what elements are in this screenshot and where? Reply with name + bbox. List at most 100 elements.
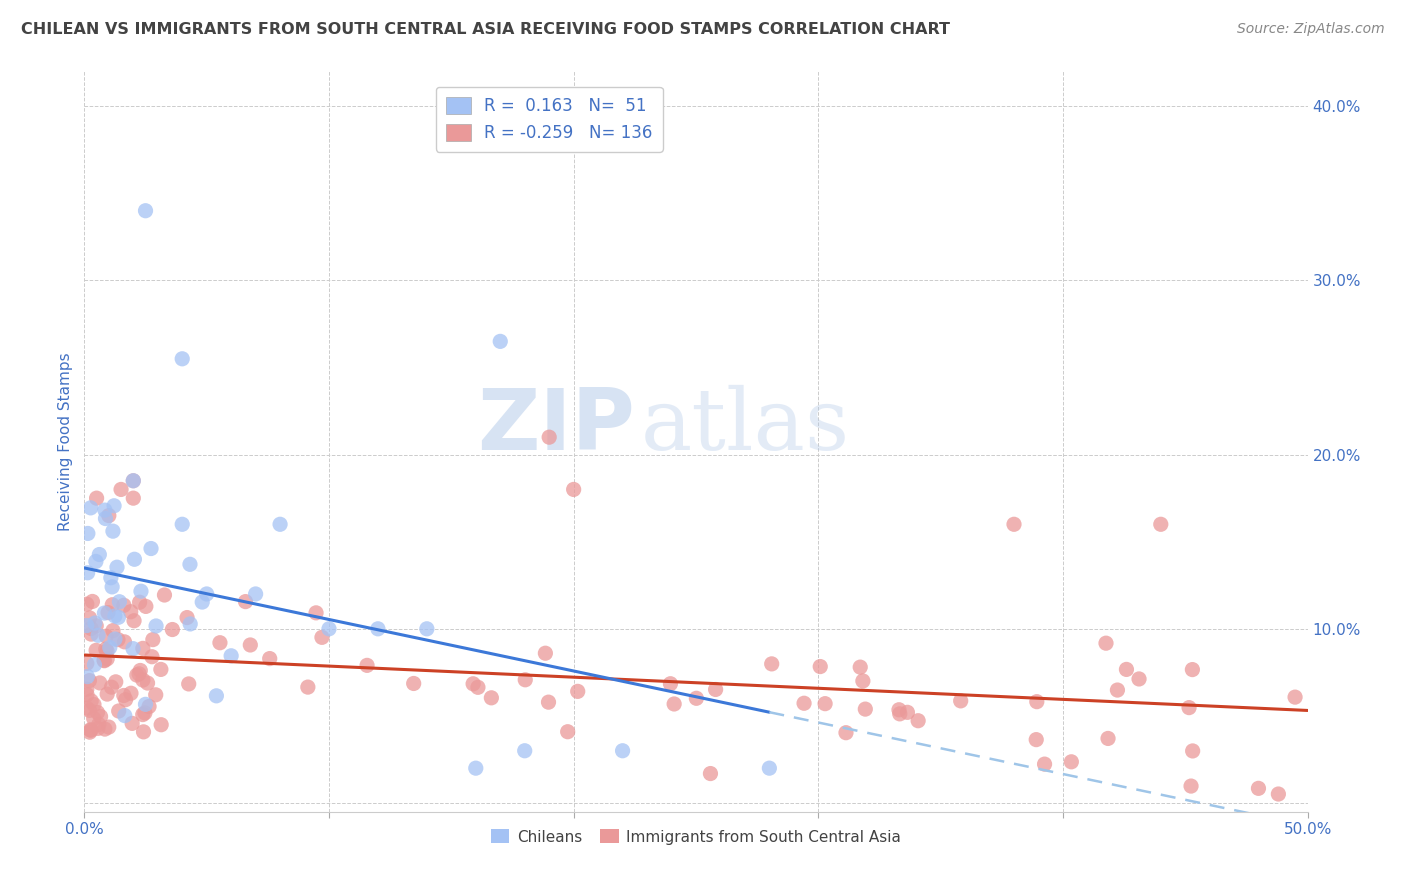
Point — [79, 500, 101, 515]
Point — [76, 618, 98, 632]
Point — [538, 430, 561, 444]
Point — [121, 716, 143, 731]
Point — [808, 659, 831, 673]
Point — [907, 714, 929, 728]
Point — [104, 632, 127, 646]
Point — [172, 351, 194, 366]
Point — [305, 606, 328, 620]
Point — [136, 676, 159, 690]
Point — [195, 587, 218, 601]
Point — [149, 662, 172, 676]
Point — [814, 697, 837, 711]
Point — [107, 632, 129, 647]
Point — [402, 676, 425, 690]
Text: atlas: atlas — [641, 385, 851, 468]
Point — [205, 689, 228, 703]
Point — [1150, 517, 1173, 532]
Point — [239, 638, 262, 652]
Point — [191, 595, 214, 609]
Point — [208, 636, 231, 650]
Point — [135, 599, 157, 614]
Point — [162, 623, 184, 637]
Point — [1002, 517, 1025, 532]
Point — [83, 657, 105, 672]
Point — [853, 702, 876, 716]
Point — [84, 643, 107, 657]
Point — [793, 696, 815, 710]
Point — [132, 724, 155, 739]
Point — [1284, 690, 1306, 705]
Point — [93, 606, 115, 620]
Point — [100, 571, 122, 585]
Point — [132, 641, 155, 656]
Text: Source: ZipAtlas.com: Source: ZipAtlas.com — [1237, 22, 1385, 37]
Point — [101, 580, 124, 594]
Point — [76, 566, 98, 580]
Point — [120, 686, 142, 700]
Point — [479, 690, 502, 705]
Text: CHILEAN VS IMMIGRANTS FROM SOUTH CENTRAL ASIA RECEIVING FOOD STAMPS CORRELATION : CHILEAN VS IMMIGRANTS FROM SOUTH CENTRAL… — [21, 22, 950, 37]
Point — [761, 657, 783, 671]
Point — [105, 560, 128, 574]
Point — [94, 642, 117, 657]
Point — [76, 657, 98, 671]
Point — [134, 698, 156, 712]
Point — [142, 632, 165, 647]
Point — [97, 720, 120, 734]
Point — [467, 681, 489, 695]
Point — [153, 588, 176, 602]
Point — [122, 641, 145, 656]
Point — [132, 707, 155, 722]
Point — [122, 474, 145, 488]
Point — [83, 711, 105, 725]
Point — [1267, 787, 1289, 801]
Point — [97, 508, 120, 523]
Point — [139, 541, 162, 556]
Point — [100, 680, 122, 694]
Point — [567, 684, 589, 698]
Point — [122, 491, 145, 505]
Point — [76, 597, 98, 611]
Point — [179, 558, 201, 572]
Point — [97, 606, 120, 620]
Point — [1180, 779, 1202, 793]
Point — [179, 616, 201, 631]
Point — [699, 766, 721, 780]
Point — [82, 594, 104, 608]
Point — [176, 610, 198, 624]
Point — [86, 706, 108, 720]
Point — [76, 682, 98, 697]
Point — [172, 517, 194, 532]
Point — [103, 499, 125, 513]
Point — [79, 725, 101, 739]
Point — [1097, 731, 1119, 746]
Legend: Chileans, Immigrants from South Central Asia: Chileans, Immigrants from South Central … — [484, 822, 908, 852]
Point — [129, 584, 152, 599]
Point — [84, 554, 107, 568]
Point — [120, 605, 142, 619]
Point — [87, 628, 110, 642]
Point — [79, 673, 101, 688]
Point — [134, 706, 156, 720]
Point — [758, 761, 780, 775]
Point — [685, 691, 707, 706]
Point — [259, 651, 281, 665]
Point — [89, 676, 111, 690]
Point — [101, 598, 124, 612]
Point — [96, 652, 118, 666]
Point — [513, 744, 536, 758]
Point — [1247, 781, 1270, 796]
Point — [245, 587, 267, 601]
Point — [83, 698, 105, 712]
Point — [114, 635, 136, 649]
Point — [562, 483, 585, 497]
Point — [79, 703, 101, 717]
Point — [896, 706, 918, 720]
Point — [84, 619, 107, 633]
Point — [1181, 744, 1204, 758]
Point — [101, 524, 124, 538]
Point — [150, 717, 173, 731]
Point — [177, 677, 200, 691]
Point — [76, 701, 98, 715]
Point — [311, 631, 333, 645]
